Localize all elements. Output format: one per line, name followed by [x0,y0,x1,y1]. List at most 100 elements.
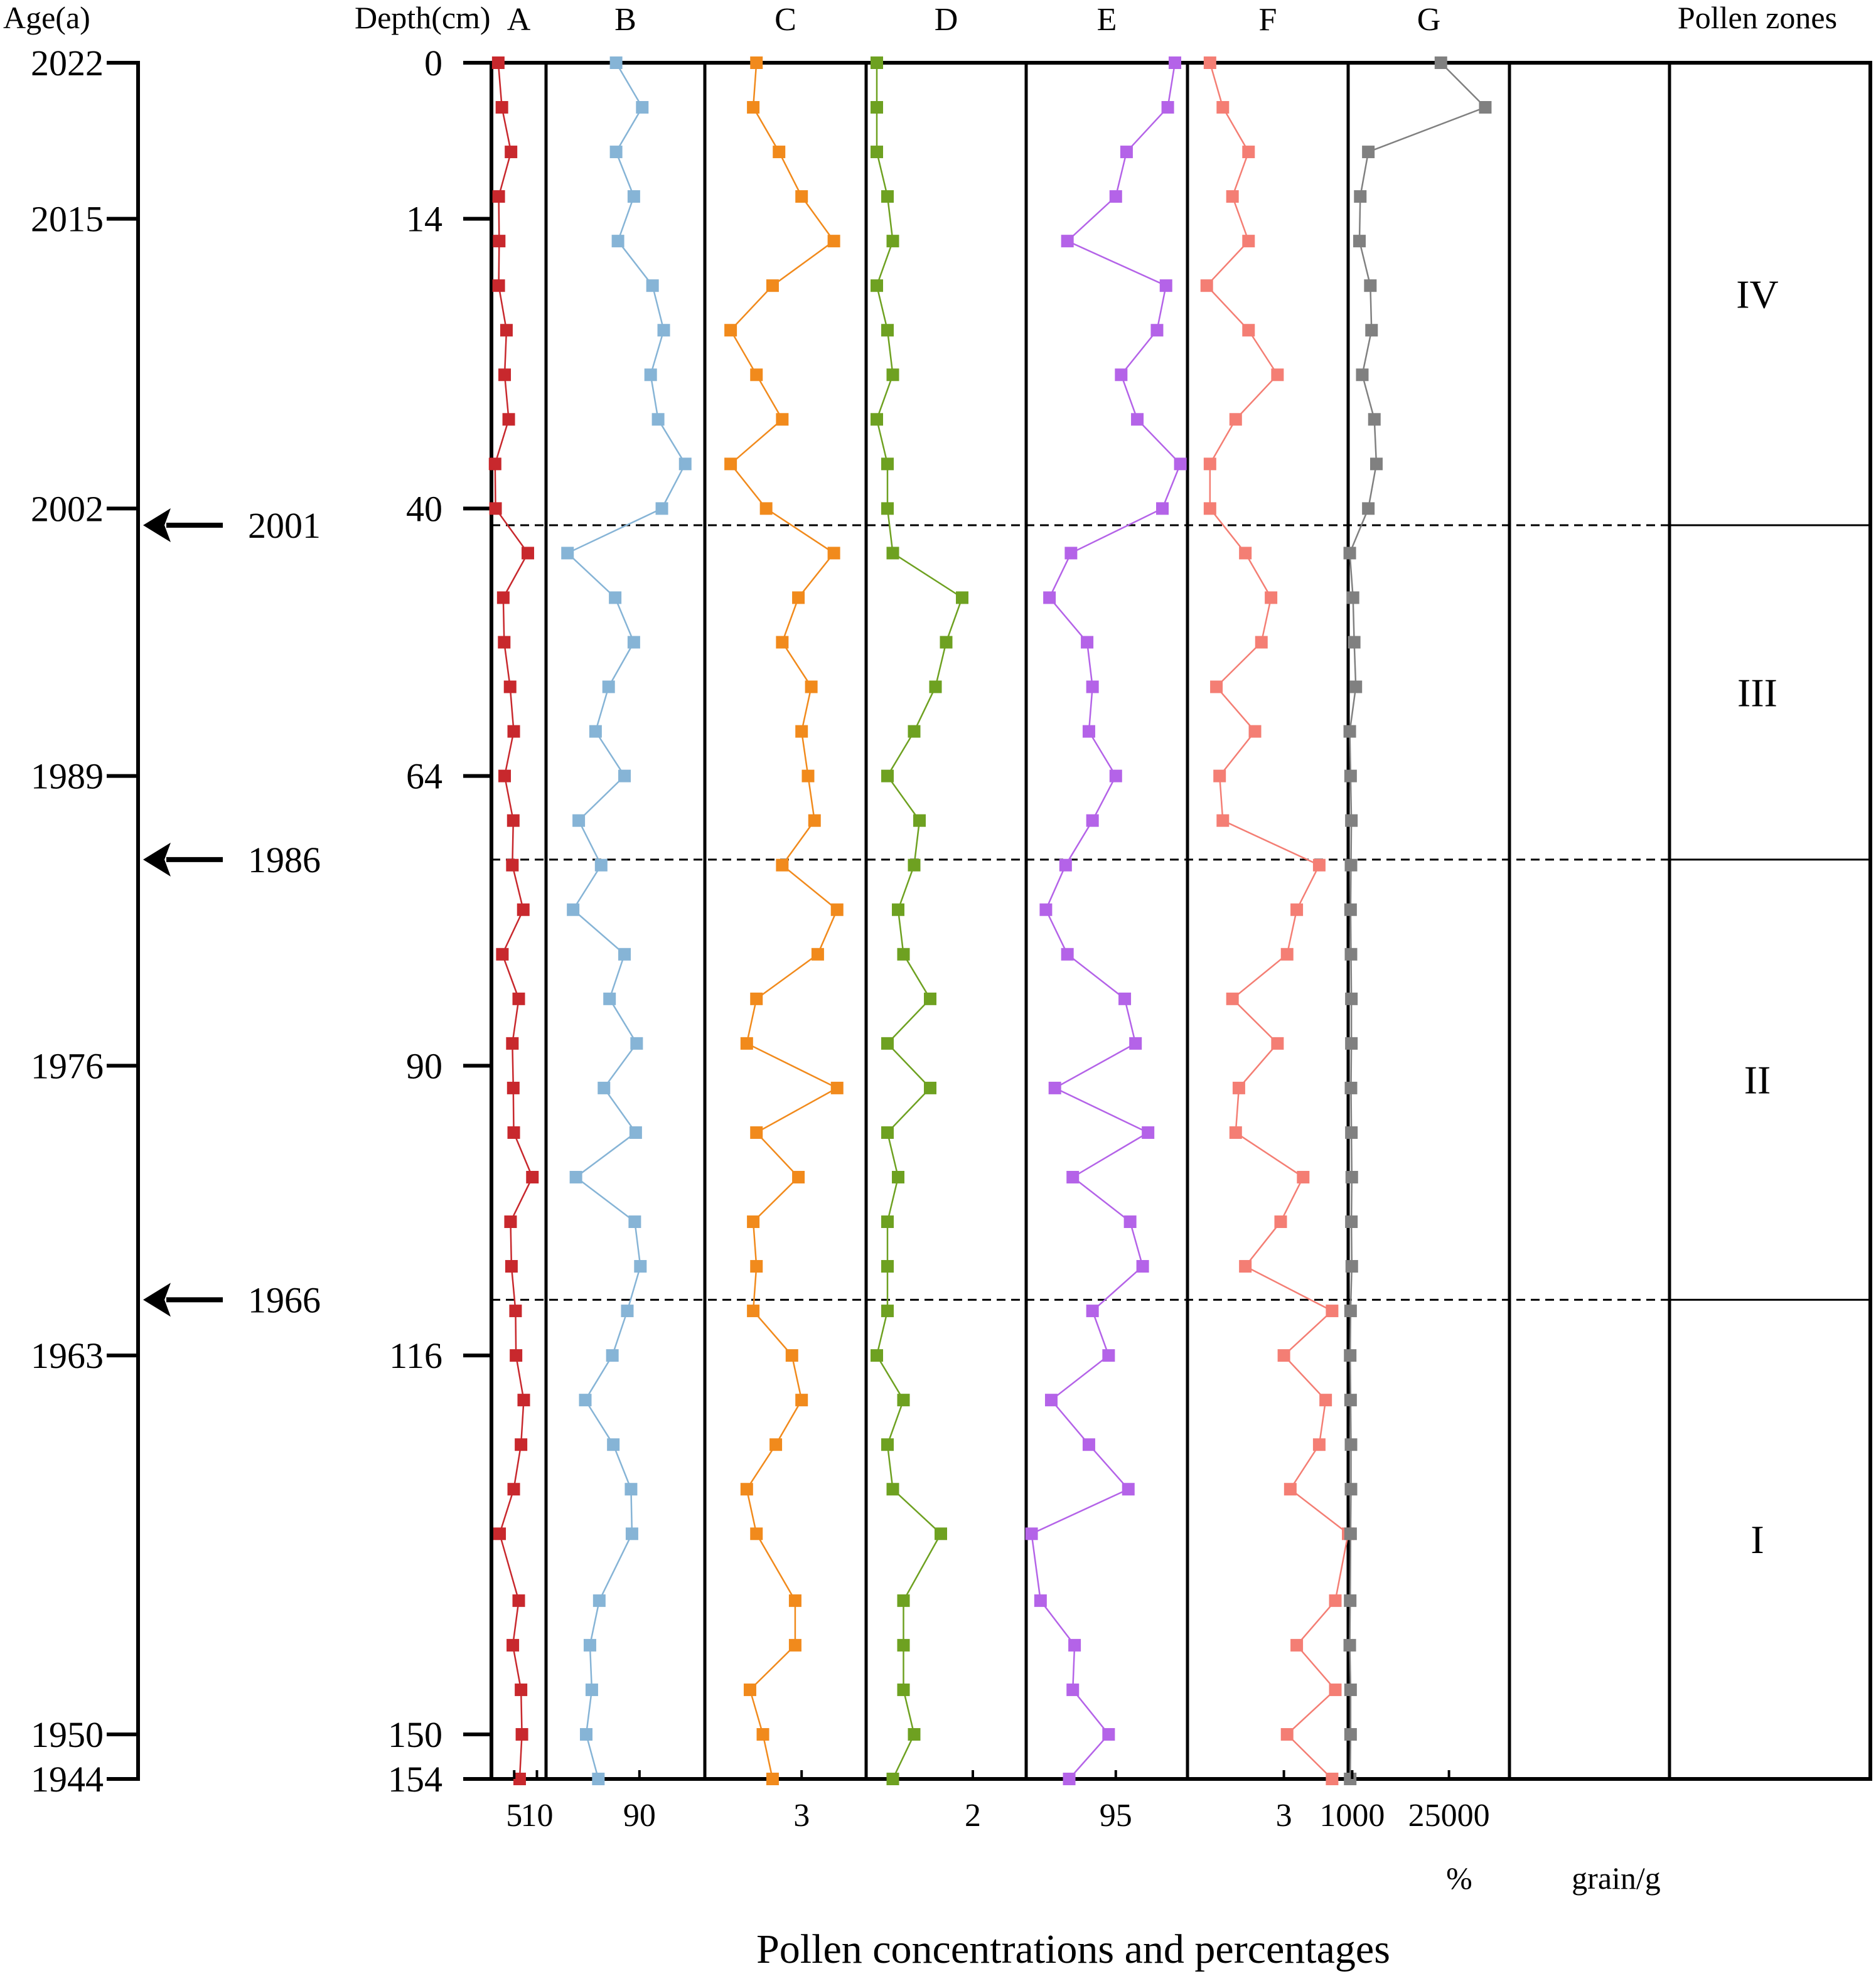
data-point-F [1203,457,1216,471]
data-point-D [881,769,894,782]
event-year-label: 1966 [248,1279,321,1320]
data-point-D [886,235,899,248]
data-point-C [750,1126,763,1139]
data-point-F [1290,903,1304,916]
data-point-C [792,591,805,604]
data-point-E [1068,1638,1081,1652]
data-point-F [1203,56,1216,69]
data-point-D [886,368,899,382]
data-point-F [1216,101,1230,114]
data-point-E [1082,1438,1095,1451]
data-point-A [515,1727,528,1741]
data-point-F [1271,1037,1284,1050]
data-point-C [830,903,844,916]
data-point-B [592,1594,606,1607]
data-point-C [747,1305,760,1318]
data-point-B [609,56,623,69]
x-tick-label-G: 25000 [1408,1798,1490,1834]
data-point-B [598,1081,611,1094]
zone-label-IV: IV [1736,272,1779,317]
data-point-B [585,1683,598,1696]
series-line-G [1349,62,1487,1780]
data-point-A [495,101,508,114]
data-point-G [1345,1170,1358,1183]
data-point-B [561,547,574,560]
data-point-D [881,1260,894,1273]
data-point-C [795,190,808,203]
data-point-B [624,1483,638,1496]
data-point-G [1349,680,1363,693]
age-tick-label: 1944 [31,1759,104,1800]
data-point-F [1248,725,1262,738]
data-point-A [488,457,501,471]
data-point-E [1066,1170,1080,1183]
data-point-C [759,502,773,515]
zones-title: Pollen zones [1678,0,1837,35]
data-point-B [634,1260,647,1273]
data-point-B [567,903,580,916]
x-tick-label-B: 90 [623,1798,656,1834]
series-A: A [488,2,539,1785]
data-point-A [517,903,530,916]
event-arrow-icon [143,508,171,543]
data-point-F [1200,279,1213,292]
data-point-E [1086,680,1099,693]
data-point-C [827,547,840,560]
data-point-E [1102,1727,1115,1741]
data-point-G [1344,1727,1357,1741]
data-point-D [886,1773,899,1785]
event-arrow-icon [143,842,171,877]
data-point-G [1362,502,1375,515]
data-point-D [897,1638,910,1652]
depth-axis-title: Depth(cm) [355,0,491,35]
percent-unit-label: % [1446,1861,1472,1896]
data-point-B [618,948,631,961]
data-point-G [1369,457,1383,471]
data-point-D [881,502,894,515]
bottom-axis: 510 90 3 2 95 3 1000 25000 [506,1770,1490,1834]
data-point-B [603,992,616,1005]
data-point-A [522,547,534,560]
data-point-A [489,502,502,515]
data-point-G [1356,368,1369,382]
depth-tick-label: 0 [424,43,442,83]
data-point-C [788,1594,801,1607]
data-point-B [621,1305,634,1318]
data-point-B [569,1170,582,1183]
data-point-C [795,725,808,738]
series-line-C [729,62,839,1780]
data-point-G [1345,1126,1358,1139]
data-point-C [750,56,763,69]
data-point-F [1280,948,1294,961]
data-point-F [1242,235,1255,248]
data-point-E [1122,1483,1135,1496]
series-header-A: A [507,2,531,38]
data-point-E [1174,457,1187,471]
data-point-C [750,1527,763,1540]
x-tick-label-D: 2 [965,1798,981,1834]
series-header-C: C [775,2,796,38]
data-point-G [1345,1260,1358,1273]
data-point-G [1344,903,1357,916]
series-line-E [1031,62,1182,1780]
series-header-D: D [935,2,958,38]
data-point-E [1136,1260,1149,1273]
data-point-D [871,101,883,114]
data-point-D [956,591,968,604]
data-point-D [881,190,894,203]
data-point-G [1344,1438,1358,1451]
data-point-A [510,1349,523,1362]
data-point-A [507,1081,520,1094]
data-point-D [886,1483,899,1496]
data-point-E [1131,413,1144,426]
data-point-C [766,1773,779,1785]
data-point-E [1118,992,1132,1005]
data-point-E [1161,101,1174,114]
data-point-G [1344,1305,1357,1318]
data-point-F [1290,1638,1304,1652]
data-point-D [871,56,883,69]
series-line-F [1206,62,1349,1780]
depth-tick-label: 40 [406,488,442,529]
data-point-C [776,858,789,872]
data-point-B [606,1349,619,1362]
